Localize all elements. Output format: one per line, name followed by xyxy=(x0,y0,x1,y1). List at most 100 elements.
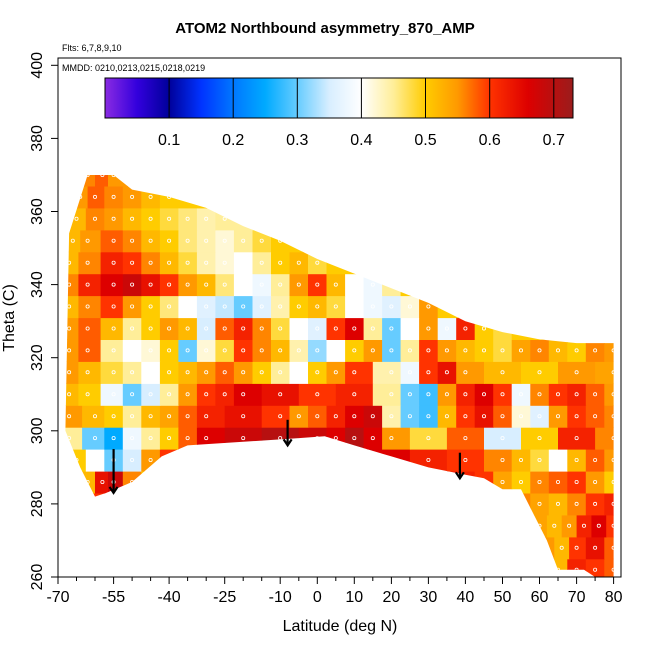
heatmap-cell xyxy=(178,405,198,428)
sample-point xyxy=(185,370,190,375)
sample-point xyxy=(333,348,338,353)
heatmap-cell xyxy=(289,361,309,384)
sample-point xyxy=(352,370,357,375)
heatmap-cell xyxy=(196,251,216,275)
heatmap-cell xyxy=(474,339,494,362)
heatmap-cell xyxy=(261,427,300,450)
sample-point xyxy=(463,479,468,484)
heatmap-cell xyxy=(65,207,87,231)
heatmap-cell xyxy=(548,471,568,494)
heatmap-cell xyxy=(585,492,605,516)
heatmap-cell xyxy=(159,383,179,406)
heatmap-cell xyxy=(400,405,420,428)
heatmap-cell xyxy=(233,273,253,297)
heatmap-cell xyxy=(419,295,439,319)
sample-point xyxy=(352,282,357,287)
heatmap-cell xyxy=(409,449,448,472)
sample-point xyxy=(537,501,542,506)
sample-point xyxy=(407,348,412,353)
sample-point xyxy=(167,457,172,462)
heatmap-cell xyxy=(65,185,89,209)
heatmap-cell xyxy=(474,383,494,406)
sample-point xyxy=(556,414,561,419)
heatmap-cell xyxy=(604,492,614,516)
heatmap-cell xyxy=(141,273,161,297)
heatmap-cell xyxy=(178,251,198,275)
sample-point xyxy=(259,260,264,265)
sample-point xyxy=(389,414,394,419)
heatmap-cell xyxy=(215,339,235,362)
heatmap-cell xyxy=(289,273,309,297)
heatmap-cell xyxy=(159,273,179,297)
sample-point xyxy=(67,348,72,353)
heatmap-cell xyxy=(178,361,198,384)
heatmap-cell xyxy=(141,339,161,362)
sample-point xyxy=(241,392,246,397)
heatmap-cell xyxy=(104,207,124,231)
heatmap-cell xyxy=(548,492,568,516)
heatmap-cell xyxy=(308,273,328,297)
colorbar-scale xyxy=(104,77,574,119)
sample-point xyxy=(185,457,190,462)
sample-point xyxy=(85,175,90,177)
sample-point xyxy=(130,326,135,331)
heatmap-cell xyxy=(437,295,614,319)
heatmap-cell xyxy=(308,295,328,319)
heatmap-cell xyxy=(122,229,142,253)
sample-point xyxy=(100,175,105,177)
y-axis-label: Theta (C) xyxy=(1,284,18,352)
sample-point xyxy=(85,326,90,331)
sample-point xyxy=(167,501,172,506)
sample-point xyxy=(333,304,338,309)
heatmap-cell xyxy=(511,492,531,516)
heatmap-cell xyxy=(558,361,596,384)
sample-point xyxy=(130,238,135,243)
sample-point xyxy=(500,436,505,441)
sample-point xyxy=(85,282,90,287)
sample-point xyxy=(574,501,579,506)
sample-point xyxy=(611,545,614,550)
heatmap-cell xyxy=(521,361,559,384)
heatmap-cell xyxy=(271,317,291,340)
heatmap-cell xyxy=(474,471,494,494)
sample-point xyxy=(559,545,564,550)
heatmap-cell xyxy=(122,449,142,472)
heatmap-cell xyxy=(400,273,614,297)
sample-point xyxy=(537,567,542,572)
sample-point xyxy=(167,216,172,221)
sample-point xyxy=(352,304,357,309)
heatmap-cell xyxy=(233,383,263,406)
heatmap-cell xyxy=(419,317,439,340)
sample-point xyxy=(593,392,598,397)
heatmap-cell xyxy=(511,405,531,428)
heatmap-cell xyxy=(456,383,476,406)
sample-point xyxy=(278,282,283,287)
heatmap-cell xyxy=(65,492,105,516)
heatmap-cell xyxy=(493,317,513,340)
descent-arrow xyxy=(454,452,465,481)
sample-point xyxy=(500,326,505,331)
sample-point xyxy=(500,479,505,484)
sample-point xyxy=(85,238,90,243)
sample-point xyxy=(148,457,153,462)
sample-point xyxy=(204,238,209,243)
heatmap-cell xyxy=(159,185,614,209)
heatmap-cell xyxy=(604,405,614,428)
heatmap-cell xyxy=(141,405,161,428)
x-tick-label: 80 xyxy=(605,589,623,606)
sample-point xyxy=(148,501,153,506)
heatmap-cell xyxy=(95,471,109,494)
x-tick-label: -10 xyxy=(269,589,292,606)
heatmap-cell xyxy=(122,361,142,384)
sample-point xyxy=(296,326,301,331)
sample-point xyxy=(481,414,486,419)
sample-point xyxy=(204,457,209,462)
sample-point xyxy=(148,348,153,353)
heatmap-cell xyxy=(308,251,328,275)
heatmap-cell xyxy=(78,339,102,362)
heatmap-cell xyxy=(141,207,161,231)
sample-point xyxy=(444,326,449,331)
sample-point xyxy=(296,282,301,287)
heatmap-cell xyxy=(345,427,365,450)
sample-point xyxy=(500,348,505,353)
